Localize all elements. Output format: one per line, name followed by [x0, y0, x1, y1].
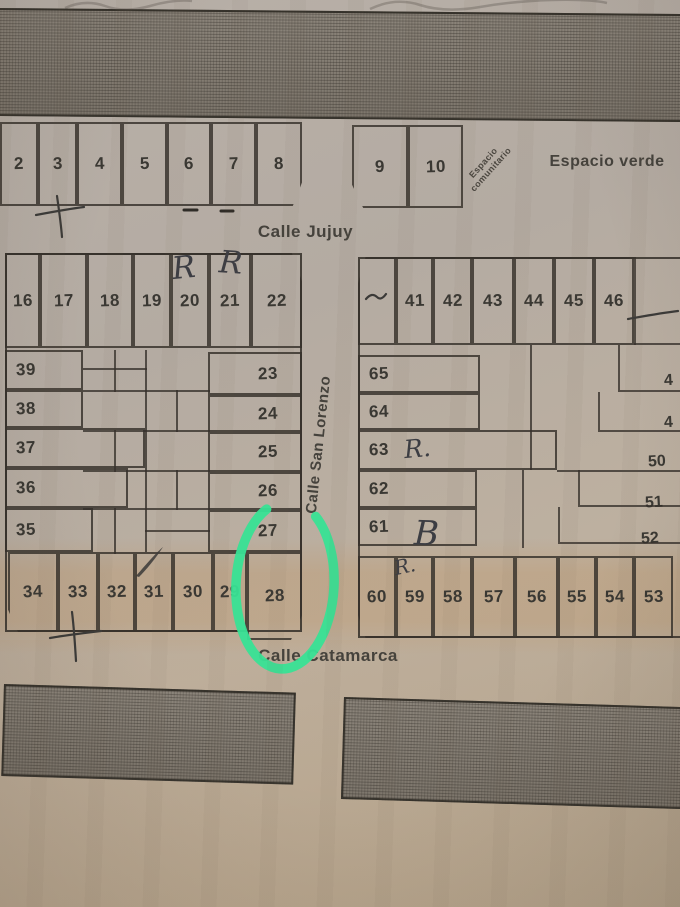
parcel-line	[580, 505, 680, 507]
parcel-line	[578, 470, 580, 507]
lot-55: 55	[558, 556, 596, 638]
street-label-jujuy: Calle Jujuy	[257, 222, 354, 241]
parcel-line	[522, 470, 524, 548]
lot-4: 4	[77, 122, 122, 206]
lot-58: 58	[433, 556, 472, 638]
lot-63: 63	[358, 430, 557, 470]
lot-39: 39	[5, 350, 83, 390]
lot-unlabeled	[358, 257, 396, 345]
lot-17: 17	[40, 253, 87, 348]
parcel-line	[114, 508, 116, 554]
lot-24: 24	[208, 395, 302, 432]
lot-54: 54	[596, 556, 634, 638]
lot-19: 19	[133, 253, 171, 348]
lot-25: 25	[208, 432, 302, 472]
lot-6: 6	[167, 122, 211, 206]
lot-37: 37	[5, 428, 145, 468]
lot-32: 32	[98, 552, 135, 632]
parcel-line	[83, 368, 147, 370]
lot-18: 18	[87, 253, 133, 348]
lot-26: 26	[208, 472, 302, 510]
parcel-line	[145, 530, 210, 532]
street-label-catamarca: Calle Catamarca	[258, 646, 398, 665]
parcel-line	[634, 343, 680, 345]
lot-33: 33	[58, 552, 98, 632]
lot-60: 60	[358, 556, 396, 638]
lot-43: 43	[472, 257, 514, 345]
parcel-line	[114, 430, 116, 472]
lot-8: 8	[256, 122, 302, 206]
lot-64: 64	[358, 393, 480, 430]
lot-2: 2	[0, 122, 38, 206]
lot-56: 56	[515, 556, 558, 638]
parcel-line	[618, 345, 620, 392]
lot-7: 7	[211, 122, 256, 206]
parcel-line	[598, 392, 600, 432]
green-space-label: Espacio verde	[549, 153, 665, 170]
lot-16: 16	[5, 253, 40, 348]
lot-61: 61	[358, 508, 477, 546]
green-marker-circle	[231, 496, 339, 674]
lot-59: 59	[396, 556, 433, 638]
lot-29: 29	[213, 552, 247, 632]
lot-41: 41	[396, 257, 433, 345]
parcel-line	[114, 350, 116, 392]
parcel-line	[530, 345, 532, 470]
lot-65: 65	[358, 355, 480, 393]
lot-5: 5	[122, 122, 167, 206]
parcel-line	[560, 542, 680, 544]
lot-10: 10	[408, 125, 463, 208]
lot-36: 36	[5, 468, 128, 508]
lot-30: 30	[173, 552, 213, 632]
lot-23: 23	[208, 352, 302, 395]
parcel-line	[600, 430, 680, 432]
lot-57: 57	[472, 556, 515, 638]
lot-42: 42	[433, 257, 472, 345]
parcel-line	[558, 507, 560, 544]
parcel-line	[176, 470, 178, 510]
lot-21: 21	[209, 253, 251, 348]
lot-38: 38	[5, 390, 83, 428]
parcel-line	[557, 470, 680, 472]
parcel-line	[145, 350, 147, 552]
lot-20: 20	[171, 253, 209, 348]
lot-45: 45	[554, 257, 594, 345]
lot-46: 46	[594, 257, 634, 345]
lot-62: 62	[358, 470, 477, 508]
parcel-line	[176, 390, 178, 432]
lot-28: 28	[247, 552, 302, 640]
lot-34: 34	[8, 552, 58, 632]
lot-31: 31	[135, 552, 173, 632]
lot-44: 44	[514, 257, 554, 345]
parcel-line	[620, 390, 680, 392]
lot-22: 22	[251, 253, 302, 348]
lot-9: 9	[352, 125, 408, 208]
lot-53: 53	[634, 556, 673, 638]
lot-35: 35	[5, 508, 93, 552]
parcel-line	[634, 257, 636, 345]
